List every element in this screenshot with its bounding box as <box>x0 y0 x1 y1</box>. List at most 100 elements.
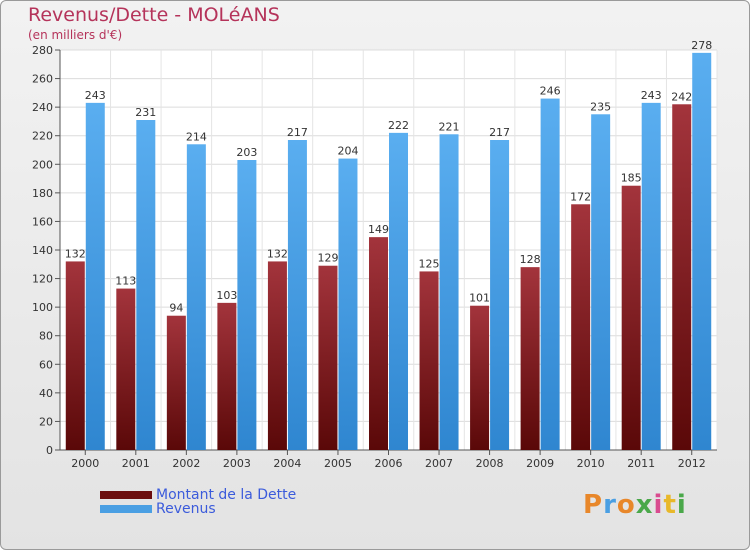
bar-debt <box>621 185 641 450</box>
data-label-revenus: 222 <box>388 119 409 132</box>
x-tick-label: 2002 <box>172 457 200 470</box>
y-tick-label: 240 <box>32 101 53 114</box>
legend-label-debt: Montant de la Dette <box>156 487 297 503</box>
x-tick-label: 2008 <box>476 457 504 470</box>
logo-letter: t <box>663 490 677 520</box>
bar-revenus <box>389 132 408 450</box>
legend-item-debt: Montant de la Dette <box>100 487 296 503</box>
y-tick-label: 120 <box>32 273 53 286</box>
y-tick-label: 200 <box>32 158 53 171</box>
data-label-debt: 94 <box>169 302 183 315</box>
legend-swatch-debt <box>100 491 152 499</box>
y-tick-label: 160 <box>32 215 53 228</box>
x-tick-label: 2012 <box>678 457 706 470</box>
bar-debt <box>65 261 85 450</box>
bar-revenus <box>439 134 459 451</box>
data-label-revenus: 203 <box>236 146 257 159</box>
data-label-revenus: 204 <box>337 145 358 158</box>
legend-swatch-revenus <box>100 505 152 513</box>
x-tick-label: 2010 <box>577 457 605 470</box>
bar-revenus <box>540 98 560 451</box>
bar-debt <box>470 305 490 450</box>
data-label-revenus: 235 <box>590 100 611 113</box>
y-tick-label: 20 <box>39 415 53 428</box>
bar-debt <box>369 237 388 450</box>
y-tick-label: 60 <box>39 358 53 371</box>
data-label-revenus: 231 <box>135 106 156 119</box>
x-tick-label: 2011 <box>627 457 655 470</box>
data-label-debt: 128 <box>520 253 541 266</box>
data-label-debt: 101 <box>469 292 490 305</box>
bar-debt <box>116 288 136 450</box>
bars <box>65 52 712 451</box>
bar-debt <box>571 204 591 450</box>
bar-debt <box>419 271 439 450</box>
bar-revenus <box>186 144 206 451</box>
logo-letter: i <box>676 490 687 520</box>
bar-debt <box>267 261 287 450</box>
x-tick-label: 2000 <box>71 457 99 470</box>
bar-debt <box>672 104 692 451</box>
y-tick-label: 180 <box>32 187 53 200</box>
y-tick-label: 220 <box>32 130 53 143</box>
x-tick-label: 2009 <box>526 457 554 470</box>
grid-lines <box>59 49 718 451</box>
bar-debt <box>166 315 186 450</box>
y-tick-label: 280 <box>32 44 53 57</box>
x-tick-label: 2004 <box>273 457 301 470</box>
y-tick-label: 40 <box>39 387 53 400</box>
y-tick-label: 100 <box>32 301 53 314</box>
data-label-debt: 132 <box>267 247 288 260</box>
bar-revenus <box>237 160 257 450</box>
data-label-debt: 149 <box>368 223 389 236</box>
data-label-debt: 129 <box>317 252 338 265</box>
data-label-revenus: 243 <box>85 89 106 102</box>
data-label-revenus: 217 <box>489 126 510 139</box>
logo-letter: P <box>583 490 604 520</box>
legend-label-revenus: Revenus <box>156 501 216 517</box>
bar-revenus <box>490 140 510 450</box>
y-tick-label: 260 <box>32 73 53 86</box>
data-label-debt: 125 <box>419 257 440 270</box>
data-label-revenus: 246 <box>540 85 561 98</box>
bar-revenus <box>591 114 611 451</box>
x-tick-label: 2001 <box>122 457 150 470</box>
proxiti-logo: Proxiti <box>583 490 687 520</box>
data-label-debt: 185 <box>621 172 642 185</box>
bar-debt <box>217 302 237 450</box>
data-label-revenus: 217 <box>287 126 308 139</box>
x-tick-label: 2006 <box>375 457 403 470</box>
data-label-revenus: 243 <box>641 89 662 102</box>
bar-debt <box>520 267 540 450</box>
bar-revenus <box>287 140 307 450</box>
bar-revenus <box>136 120 156 450</box>
x-tick-label: 2005 <box>324 457 352 470</box>
data-label-debt: 172 <box>570 190 591 203</box>
x-tick-label: 2003 <box>223 457 251 470</box>
logo-letter: i <box>653 490 664 520</box>
data-labels: 132 243 113 231 94 214 103 203 132 217 129 204 149 22… <box>65 39 712 315</box>
data-label-revenus: 278 <box>691 39 712 52</box>
logo-letter: r <box>603 490 617 520</box>
chart-subtitle: (en milliers d'€) <box>28 28 123 42</box>
bar-revenus <box>692 52 712 450</box>
data-label-debt: 113 <box>115 275 136 288</box>
bar-revenus <box>85 102 105 450</box>
data-label-revenus: 221 <box>439 120 460 133</box>
x-tick-label: 2007 <box>425 457 453 470</box>
chart-title: Revenus/Dette - MOLéANS <box>28 4 280 26</box>
y-tick-label: 80 <box>39 330 53 343</box>
logo-letter: x <box>635 490 654 520</box>
y-tick-label: 140 <box>32 244 53 257</box>
bar-revenus <box>641 102 661 450</box>
bar-revenus <box>338 158 358 451</box>
legend-item-revenus: Revenus <box>100 501 216 517</box>
data-label-revenus: 214 <box>186 130 207 143</box>
bar-debt <box>318 265 338 450</box>
logo-letter: o <box>616 490 636 520</box>
data-label-debt: 242 <box>671 90 692 103</box>
y-tick-label: 0 <box>46 444 53 457</box>
data-label-debt: 103 <box>216 289 237 302</box>
data-label-debt: 132 <box>65 247 86 260</box>
